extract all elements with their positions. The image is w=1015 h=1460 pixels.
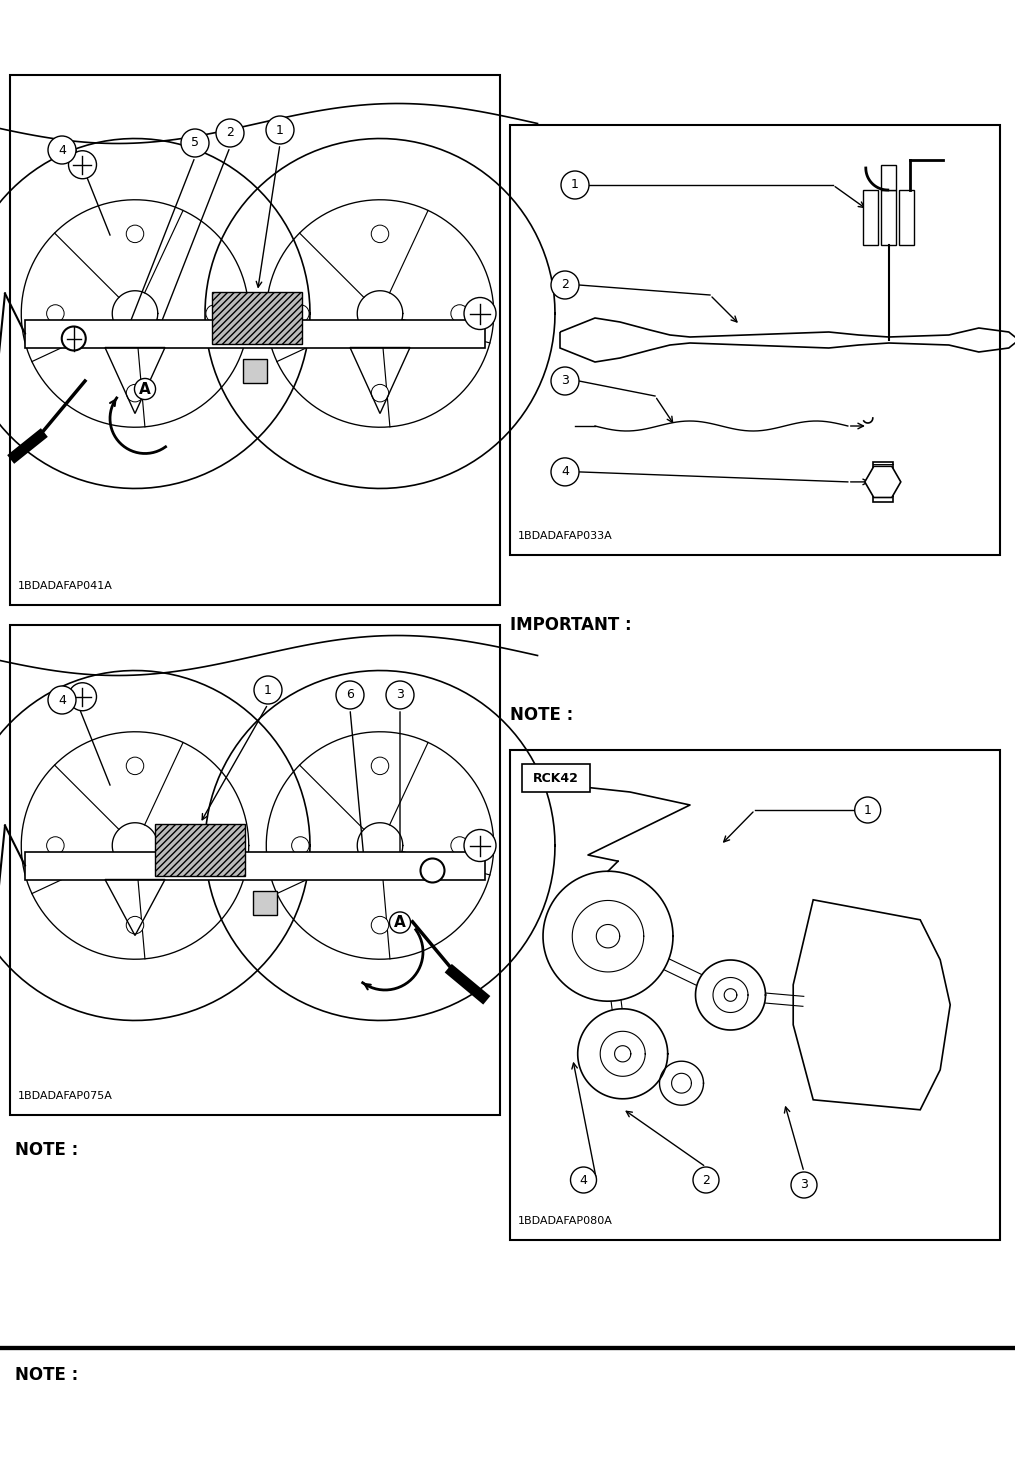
Circle shape — [126, 917, 144, 934]
Circle shape — [47, 305, 64, 323]
Bar — [522, 764, 590, 791]
Circle shape — [126, 225, 144, 242]
Bar — [10, 74, 500, 604]
Circle shape — [551, 366, 579, 396]
Circle shape — [216, 120, 244, 147]
Circle shape — [420, 858, 445, 882]
Text: 2: 2 — [561, 279, 569, 292]
Text: 1: 1 — [276, 124, 284, 136]
Bar — [873, 461, 893, 502]
Text: 3: 3 — [561, 375, 569, 387]
Text: 2: 2 — [226, 127, 233, 140]
Circle shape — [68, 683, 96, 711]
Circle shape — [126, 758, 144, 775]
Circle shape — [371, 384, 389, 402]
Bar — [881, 190, 896, 245]
Bar — [863, 190, 878, 245]
Bar — [510, 750, 1000, 1240]
Text: 1BDADAFAP080A: 1BDADAFAP080A — [518, 1216, 613, 1226]
Text: 3: 3 — [800, 1178, 808, 1191]
Circle shape — [464, 298, 496, 330]
Text: 1BDADAFAP075A: 1BDADAFAP075A — [18, 1091, 113, 1101]
Circle shape — [561, 171, 589, 199]
Text: 1BDADAFAP041A: 1BDADAFAP041A — [18, 581, 113, 591]
Text: 1: 1 — [864, 803, 872, 816]
Circle shape — [266, 115, 294, 145]
Bar — [253, 891, 277, 914]
Circle shape — [451, 305, 468, 323]
Circle shape — [371, 225, 389, 242]
Circle shape — [48, 136, 76, 164]
Text: NOTE :: NOTE : — [15, 1367, 78, 1384]
Circle shape — [693, 1167, 719, 1193]
Text: A: A — [139, 381, 151, 397]
Circle shape — [68, 150, 96, 178]
Circle shape — [291, 305, 310, 323]
Bar — [212, 292, 302, 343]
Circle shape — [254, 676, 282, 704]
Text: 5: 5 — [191, 136, 199, 149]
Bar — [899, 190, 914, 245]
Circle shape — [551, 272, 579, 299]
Circle shape — [371, 917, 389, 934]
Text: NOTE :: NOTE : — [15, 1142, 78, 1159]
Circle shape — [386, 680, 414, 710]
Text: RCK42: RCK42 — [533, 771, 579, 784]
Circle shape — [181, 128, 209, 158]
Bar — [25, 851, 485, 879]
Circle shape — [336, 680, 364, 710]
Circle shape — [791, 1172, 817, 1199]
Circle shape — [371, 758, 389, 775]
Polygon shape — [865, 466, 900, 498]
Circle shape — [206, 837, 223, 854]
Text: A: A — [394, 915, 406, 930]
Circle shape — [206, 305, 223, 323]
Text: 6: 6 — [346, 689, 354, 701]
Text: 4: 4 — [58, 143, 66, 156]
Bar — [25, 320, 485, 347]
Circle shape — [47, 837, 64, 854]
Text: IMPORTANT :: IMPORTANT : — [510, 616, 631, 634]
Text: 3: 3 — [396, 689, 404, 701]
Text: 4: 4 — [561, 466, 569, 479]
Text: 4: 4 — [580, 1174, 588, 1187]
Circle shape — [570, 1167, 597, 1193]
Circle shape — [551, 458, 579, 486]
Circle shape — [855, 797, 881, 823]
Circle shape — [451, 837, 468, 854]
Circle shape — [48, 686, 76, 714]
Bar — [155, 823, 245, 876]
Text: 4: 4 — [58, 694, 66, 707]
Bar — [510, 126, 1000, 555]
Text: 2: 2 — [702, 1174, 709, 1187]
Bar — [881, 165, 896, 190]
Circle shape — [464, 829, 496, 861]
Text: 1: 1 — [264, 683, 272, 696]
Circle shape — [62, 327, 85, 350]
Circle shape — [291, 837, 310, 854]
Circle shape — [126, 384, 144, 402]
Text: 1: 1 — [571, 178, 579, 191]
Text: NOTE :: NOTE : — [510, 707, 573, 724]
Text: 1BDADAFAP033A: 1BDADAFAP033A — [518, 531, 613, 542]
Bar — [10, 625, 500, 1115]
Bar — [243, 359, 267, 383]
